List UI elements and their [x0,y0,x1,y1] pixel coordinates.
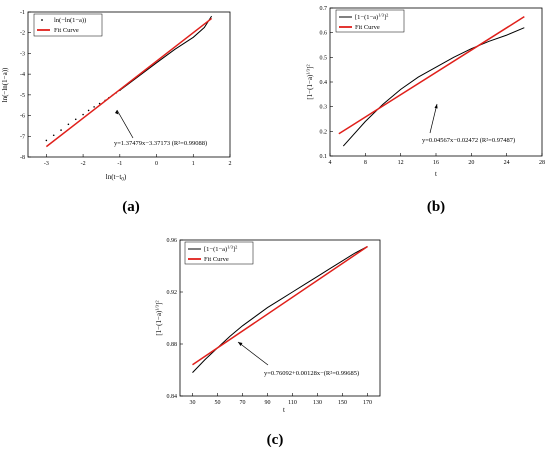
y-tick-label: -5 [20,93,25,99]
x-tick-label: 70 [240,400,246,406]
fit-curve-line [338,15,525,135]
y-tick-label: 0.96 [167,238,178,244]
x-tick-label: 130 [313,400,322,406]
y-axis-label: ln(−ln(1−a)) [1,67,9,102]
legend-box [335,9,405,33]
y-tick-label: -3 [20,51,25,57]
y-tick-label: -4 [20,72,25,78]
scatter-point [67,123,70,126]
y-tick-label: 0.3 [320,105,328,111]
x-axis-label: ln(t−t0) [106,173,127,183]
y-tick-label: 0.2 [320,129,328,135]
y-tick-label: 0.92 [167,290,178,296]
annotation-text: y=1.37479x−3.37173 (R²=0.99088) [114,140,207,147]
scatter-point [87,109,90,112]
annotation-arrow [237,341,269,366]
legend-box [184,241,254,265]
x-tick-label: 30 [190,400,196,406]
legend-label-data: [1−(1−a)1/3]2 [204,245,237,254]
x-tick-label: -1 [117,161,122,167]
y-tick-label: -6 [20,114,25,120]
x-tick-label: -3 [44,161,49,167]
legend: [1−(1−a)1/3]2 Fit Curve [184,241,254,265]
x-tick-label: 110 [288,400,297,406]
x-tick-label: 0 [155,161,158,167]
x-tick-label: 50 [215,400,221,406]
annotation-text: y=0.76092+0.00128x−(R²=0.99685) [264,370,359,377]
chart-b: 4 8 12 16 20 24 28 0.1 0.2 0.3 0.4 0.5 0.6 0.7 [1−(1−… [306,6,546,215]
legend-label-data: [1−(1−a)1/3]2 [355,13,388,22]
x-tick-label: 2 [229,161,232,167]
mark-group [45,15,213,148]
x-tick-label: 150 [338,400,347,406]
fit-curve-line [45,17,213,148]
panel-label-b: (b) [427,199,445,215]
panel-label-c: (c) [267,432,284,448]
legend: [1−(1−a)1/3]2 Fit Curve [335,9,405,33]
mark-group [338,15,525,147]
annotation-arrowhead [238,342,243,346]
plot-frame [27,11,231,158]
x-tick-label: 170 [363,400,372,406]
x-tick-label: 20 [468,160,474,166]
scatter-point [52,134,55,137]
legend-scatter-marker [41,19,43,21]
x-tick-label: 90 [265,400,271,406]
tick-group: -3 -2 -1 0 1 2 -1 -2 -3 -4 -5 -6 -7 -8 [20,10,232,167]
x-axis-label: t [435,170,437,178]
tick-group: 30 50 70 90 110 130 150 170 0.84 0.88 0.92 0.96 [167,238,373,406]
y-tick-label: -2 [20,31,25,37]
legend-box [33,13,103,37]
chart-a: -3 -2 -1 0 1 2 -1 -2 -3 -4 -5 -6 -7 -8 ln(−ln(1−a)) F… [1,10,232,215]
data-series-line [342,27,525,147]
x-tick-label: 8 [364,160,367,166]
x-tick-label: -2 [81,161,86,167]
legend-label-fit: Fit Curve [204,256,229,263]
y-axis-label: [1−(1−a)1/3]2 [155,300,164,335]
legend: ln(−ln(1−a)) Fit Curve [33,13,103,37]
y-tick-label: 0.84 [167,394,178,400]
annotation-arrowhead [115,110,119,115]
data-series-line [192,246,368,373]
annotation-arrow [116,109,134,139]
scatter-point [60,129,62,131]
fit-curve-line [192,245,368,366]
x-tick-label: 4 [329,160,332,166]
y-tick-label: 0.4 [320,80,328,86]
scatter-point [45,139,48,142]
y-tick-label: 0.88 [167,342,178,348]
legend-label-data: ln(−ln(1−a)) [54,17,86,24]
tick-group: 4 8 12 16 20 24 28 0.1 0.2 0.3 0.4 0.5 0.6 0.7 [320,6,546,166]
x-tick-label: 16 [433,160,439,166]
scatter-point [82,113,84,116]
y-axis-label: [1−(1−a)1/3]2 [306,64,315,99]
y-tick-label: 0.6 [320,31,328,37]
annotation-text: y=0.04567x−0.02472 (R²=0.97487) [422,137,515,144]
y-tick-label: -7 [20,134,25,140]
annotation-arrowhead [434,104,438,109]
data-series-line [119,15,213,91]
x-tick-label: 12 [398,160,404,166]
scatter-point [74,118,77,121]
chart-c: 30 50 70 90 110 130 150 170 0.84 0.88 0.92 0.96 [1−… [155,238,381,448]
plot-frame [179,239,381,397]
y-tick-label: 0.7 [320,6,328,12]
y-tick-label: -8 [20,155,25,161]
panel-label-a: (a) [122,199,140,215]
mark-group [192,245,368,373]
x-tick-label: 28 [539,160,545,166]
legend-label-fit: Fit Curve [54,27,79,34]
y-tick-label: 0.5 [320,55,328,61]
legend-label-fit: Fit Curve [355,24,380,31]
scatter-point [98,102,101,105]
annotation-arrow [429,103,438,134]
x-tick-label: 24 [504,160,510,166]
scatter-point [93,106,95,108]
y-tick-label: -1 [20,10,25,16]
y-tick-label: 0.1 [320,154,328,160]
x-tick-label: 1 [192,161,195,167]
x-axis-label: t [283,406,285,414]
